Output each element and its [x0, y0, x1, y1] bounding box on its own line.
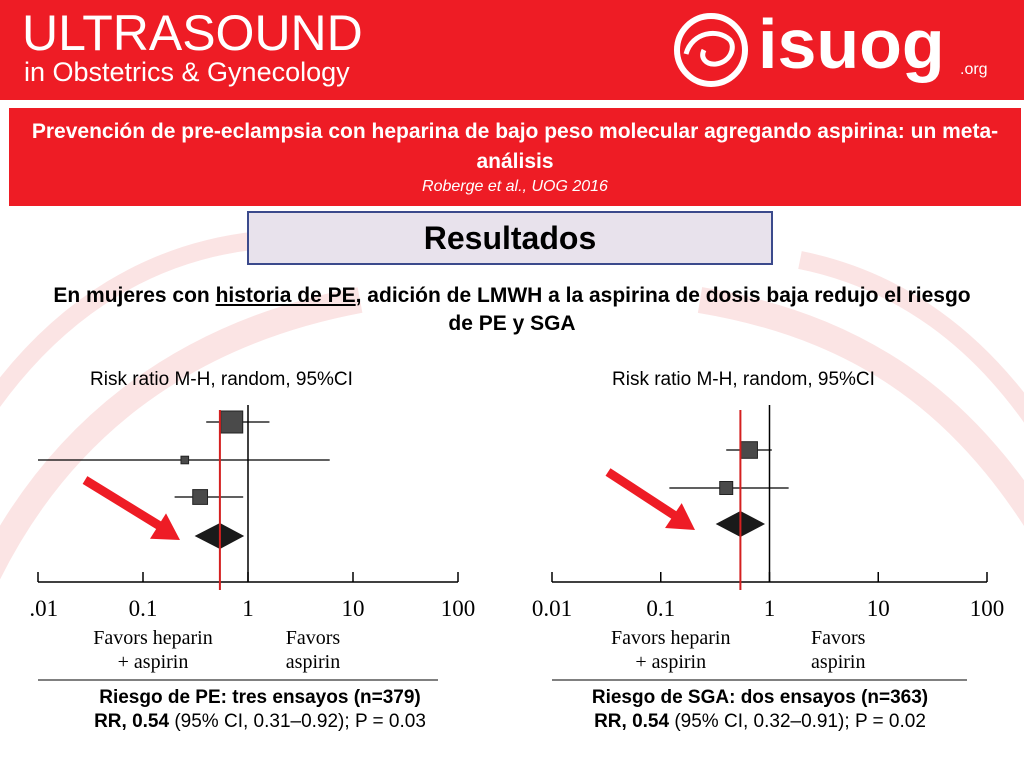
- x-tick-label: 0.01: [532, 596, 572, 621]
- pointer-arrow-shaft: [82, 476, 171, 535]
- journal-subtitle: in Obstetrics & Gynecology: [24, 57, 350, 87]
- x-tick-label: 10: [867, 596, 890, 621]
- caption-sga-line1: Riesgo de SGA: dos ensayos (n=363): [591, 687, 929, 708]
- caption-sga-ci: (95% CI, 0.32–0.91); P = 0.02: [669, 711, 926, 732]
- x-tick-label: 0.1: [129, 596, 158, 621]
- statement-suffix: , adición de LMWH a la aspirina de dosis…: [355, 284, 971, 335]
- favors-left-label: + aspirin: [635, 651, 706, 673]
- forest-plot-sga: 0.01 0.1 1 10 100 Favors heparin+ aspirin Favo…: [532, 405, 1005, 681]
- pointer-arrow-head: [150, 513, 180, 540]
- plot-title-left: Risk ratio M-H, random, 95%CI: [90, 369, 353, 390]
- title-box: Prevención de pre-eclampsia con heparina…: [9, 108, 1021, 206]
- pointer-arrow-head: [665, 503, 695, 530]
- caption-pe-line1: Riesgo de PE: tres ensayos (n=379): [99, 687, 421, 708]
- caption-pe-line2: RR, 0.54 (95% CI, 0.31–0.92); P = 0.03: [20, 710, 500, 734]
- isuog-logo-icon: [674, 13, 748, 87]
- caption-pe: Riesgo de PE: tres ensayos (n=379) RR, 0…: [20, 686, 500, 734]
- favors-left-label: + aspirin: [118, 651, 189, 673]
- study-marker: [192, 489, 209, 505]
- caption-sga-line2: RR, 0.54 (95% CI, 0.32–0.91); P = 0.02: [515, 710, 1005, 734]
- favors-right-label: Favors: [811, 627, 866, 649]
- isuog-wordmark: isuog: [758, 5, 945, 83]
- isuog-org-suffix: .org: [960, 61, 988, 78]
- favors-right-label: aspirin: [286, 651, 340, 673]
- x-tick-label: 100: [441, 596, 476, 621]
- study-marker: [180, 455, 190, 465]
- favors-right-label: aspirin: [811, 651, 865, 673]
- study-marker: [740, 441, 758, 459]
- result-statement: En mujeres con historia de PE, adición d…: [40, 282, 984, 338]
- study-marker: [719, 481, 734, 495]
- plot-title-right: Risk ratio M-H, random, 95%CI: [612, 369, 875, 390]
- x-tick-label: 10: [342, 596, 365, 621]
- header-banner: ULTRASOUND in Obstetrics & Gynecology is…: [0, 0, 1024, 100]
- slide-title: Prevención de pre-eclampsia con heparina…: [31, 120, 999, 173]
- x-tick-label: 1: [242, 596, 254, 621]
- x-tick-label: 1: [764, 596, 776, 621]
- statement-underlined: historia de PE: [215, 284, 356, 307]
- forest-plot-pe: 0.01 0.1 1 10 100 Favors heparin+ aspirin Favo…: [30, 405, 476, 681]
- statement-prefix: En mujeres con: [53, 284, 216, 307]
- x-tick-label: 0.1: [646, 596, 675, 621]
- section-label: Resultados: [423, 220, 597, 256]
- favors-right-label: Favors: [286, 627, 341, 649]
- citation: Roberge et al., UOG 2016: [422, 178, 608, 195]
- study-marker: [220, 410, 244, 434]
- favors-left-label: Favors heparin: [93, 627, 212, 649]
- journal-title: ULTRASOUND: [22, 5, 363, 61]
- caption-sga: Riesgo de SGA: dos ensayos (n=363) RR, 0…: [515, 686, 1005, 734]
- caption-pe-rr: RR, 0.54: [94, 711, 170, 732]
- section-label-box: Resultados: [247, 211, 773, 265]
- caption-sga-rr: RR, 0.54: [594, 711, 670, 732]
- pointer-arrow-shaft: [605, 468, 686, 525]
- x-tick-label: 0.01: [30, 596, 58, 621]
- favors-left-label: Favors heparin: [611, 627, 730, 649]
- caption-pe-ci: (95% CI, 0.31–0.92); P = 0.03: [169, 711, 426, 732]
- x-tick-label: 100: [970, 596, 1005, 621]
